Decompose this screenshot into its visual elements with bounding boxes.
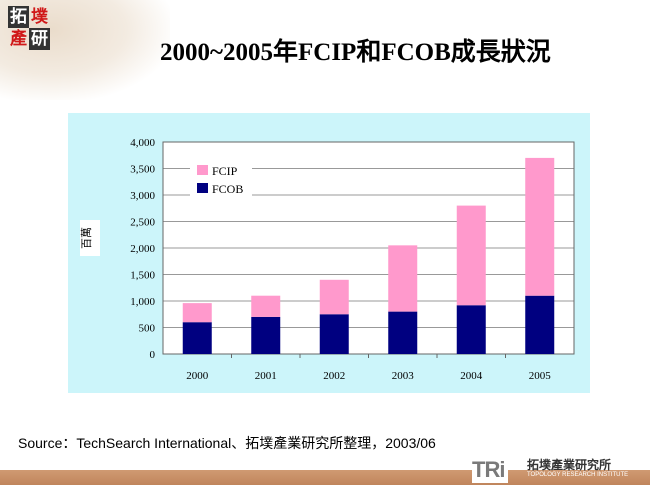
x-tick-label: 2004 — [460, 370, 483, 382]
x-tick-label: 2000 — [186, 370, 209, 382]
bar-fcip-2004 — [456, 205, 486, 306]
y-tick-label: 500 — [139, 323, 156, 335]
bar-fcip-2001 — [251, 295, 281, 317]
x-tick-label: 2001 — [255, 370, 277, 382]
y-tick-label: 0 — [150, 349, 156, 361]
bar-fcob-2003 — [388, 311, 418, 354]
footer-org-name-en: TOPOLOGY RESEARCH INSTITUTE — [527, 472, 629, 478]
x-tick-label: 2005 — [529, 370, 552, 382]
legend-label: FCOB — [212, 182, 243, 196]
bar-fcob-2002 — [319, 314, 349, 354]
x-tick-label: 2002 — [323, 370, 345, 382]
logo-char: 研 — [29, 28, 50, 50]
bar-fcob-2001 — [251, 316, 281, 354]
y-tick-label: 1,500 — [130, 270, 155, 282]
y-axis-label-box — [80, 220, 100, 256]
bar-fcob-2004 — [456, 305, 486, 354]
source-note: Source：TechSearch International、拓墣產業研究所整… — [18, 435, 436, 451]
legend-swatch-fcob — [197, 183, 208, 193]
bar-fcob-2005 — [525, 295, 555, 354]
bar-fcip-2002 — [319, 279, 349, 315]
y-tick-label: 1,000 — [130, 296, 155, 308]
y-tick-label: 2,500 — [130, 217, 155, 229]
x-tick-label: 2003 — [392, 370, 415, 382]
y-tick-label: 3,000 — [130, 190, 155, 202]
bar-fcip-2000 — [182, 303, 212, 323]
y-axis-label: 百萬 — [80, 227, 93, 249]
footer-org-name: 拓墣產業研究所 — [527, 458, 612, 472]
legend-swatch-fcip — [197, 165, 208, 175]
logo-char: 產 — [10, 29, 27, 49]
bar-fcip-2003 — [388, 245, 418, 312]
y-tick-label: 2,000 — [130, 243, 155, 255]
y-tick-label: 3,500 — [130, 164, 155, 176]
company-logo: 拓 墣 產 研 — [8, 6, 50, 50]
bar-fcob-2000 — [182, 322, 212, 354]
legend-label: FCIP — [212, 164, 238, 178]
logo-char: 墣 — [31, 7, 48, 27]
slide-title: 2000~2005年FCIP和FCOB成長狀況 — [160, 39, 551, 66]
footer-logo: TRi — [472, 457, 509, 483]
logo-char: 拓 — [8, 6, 29, 28]
bar-fcip-2005 — [525, 157, 555, 296]
y-tick-label: 4,000 — [130, 137, 155, 149]
